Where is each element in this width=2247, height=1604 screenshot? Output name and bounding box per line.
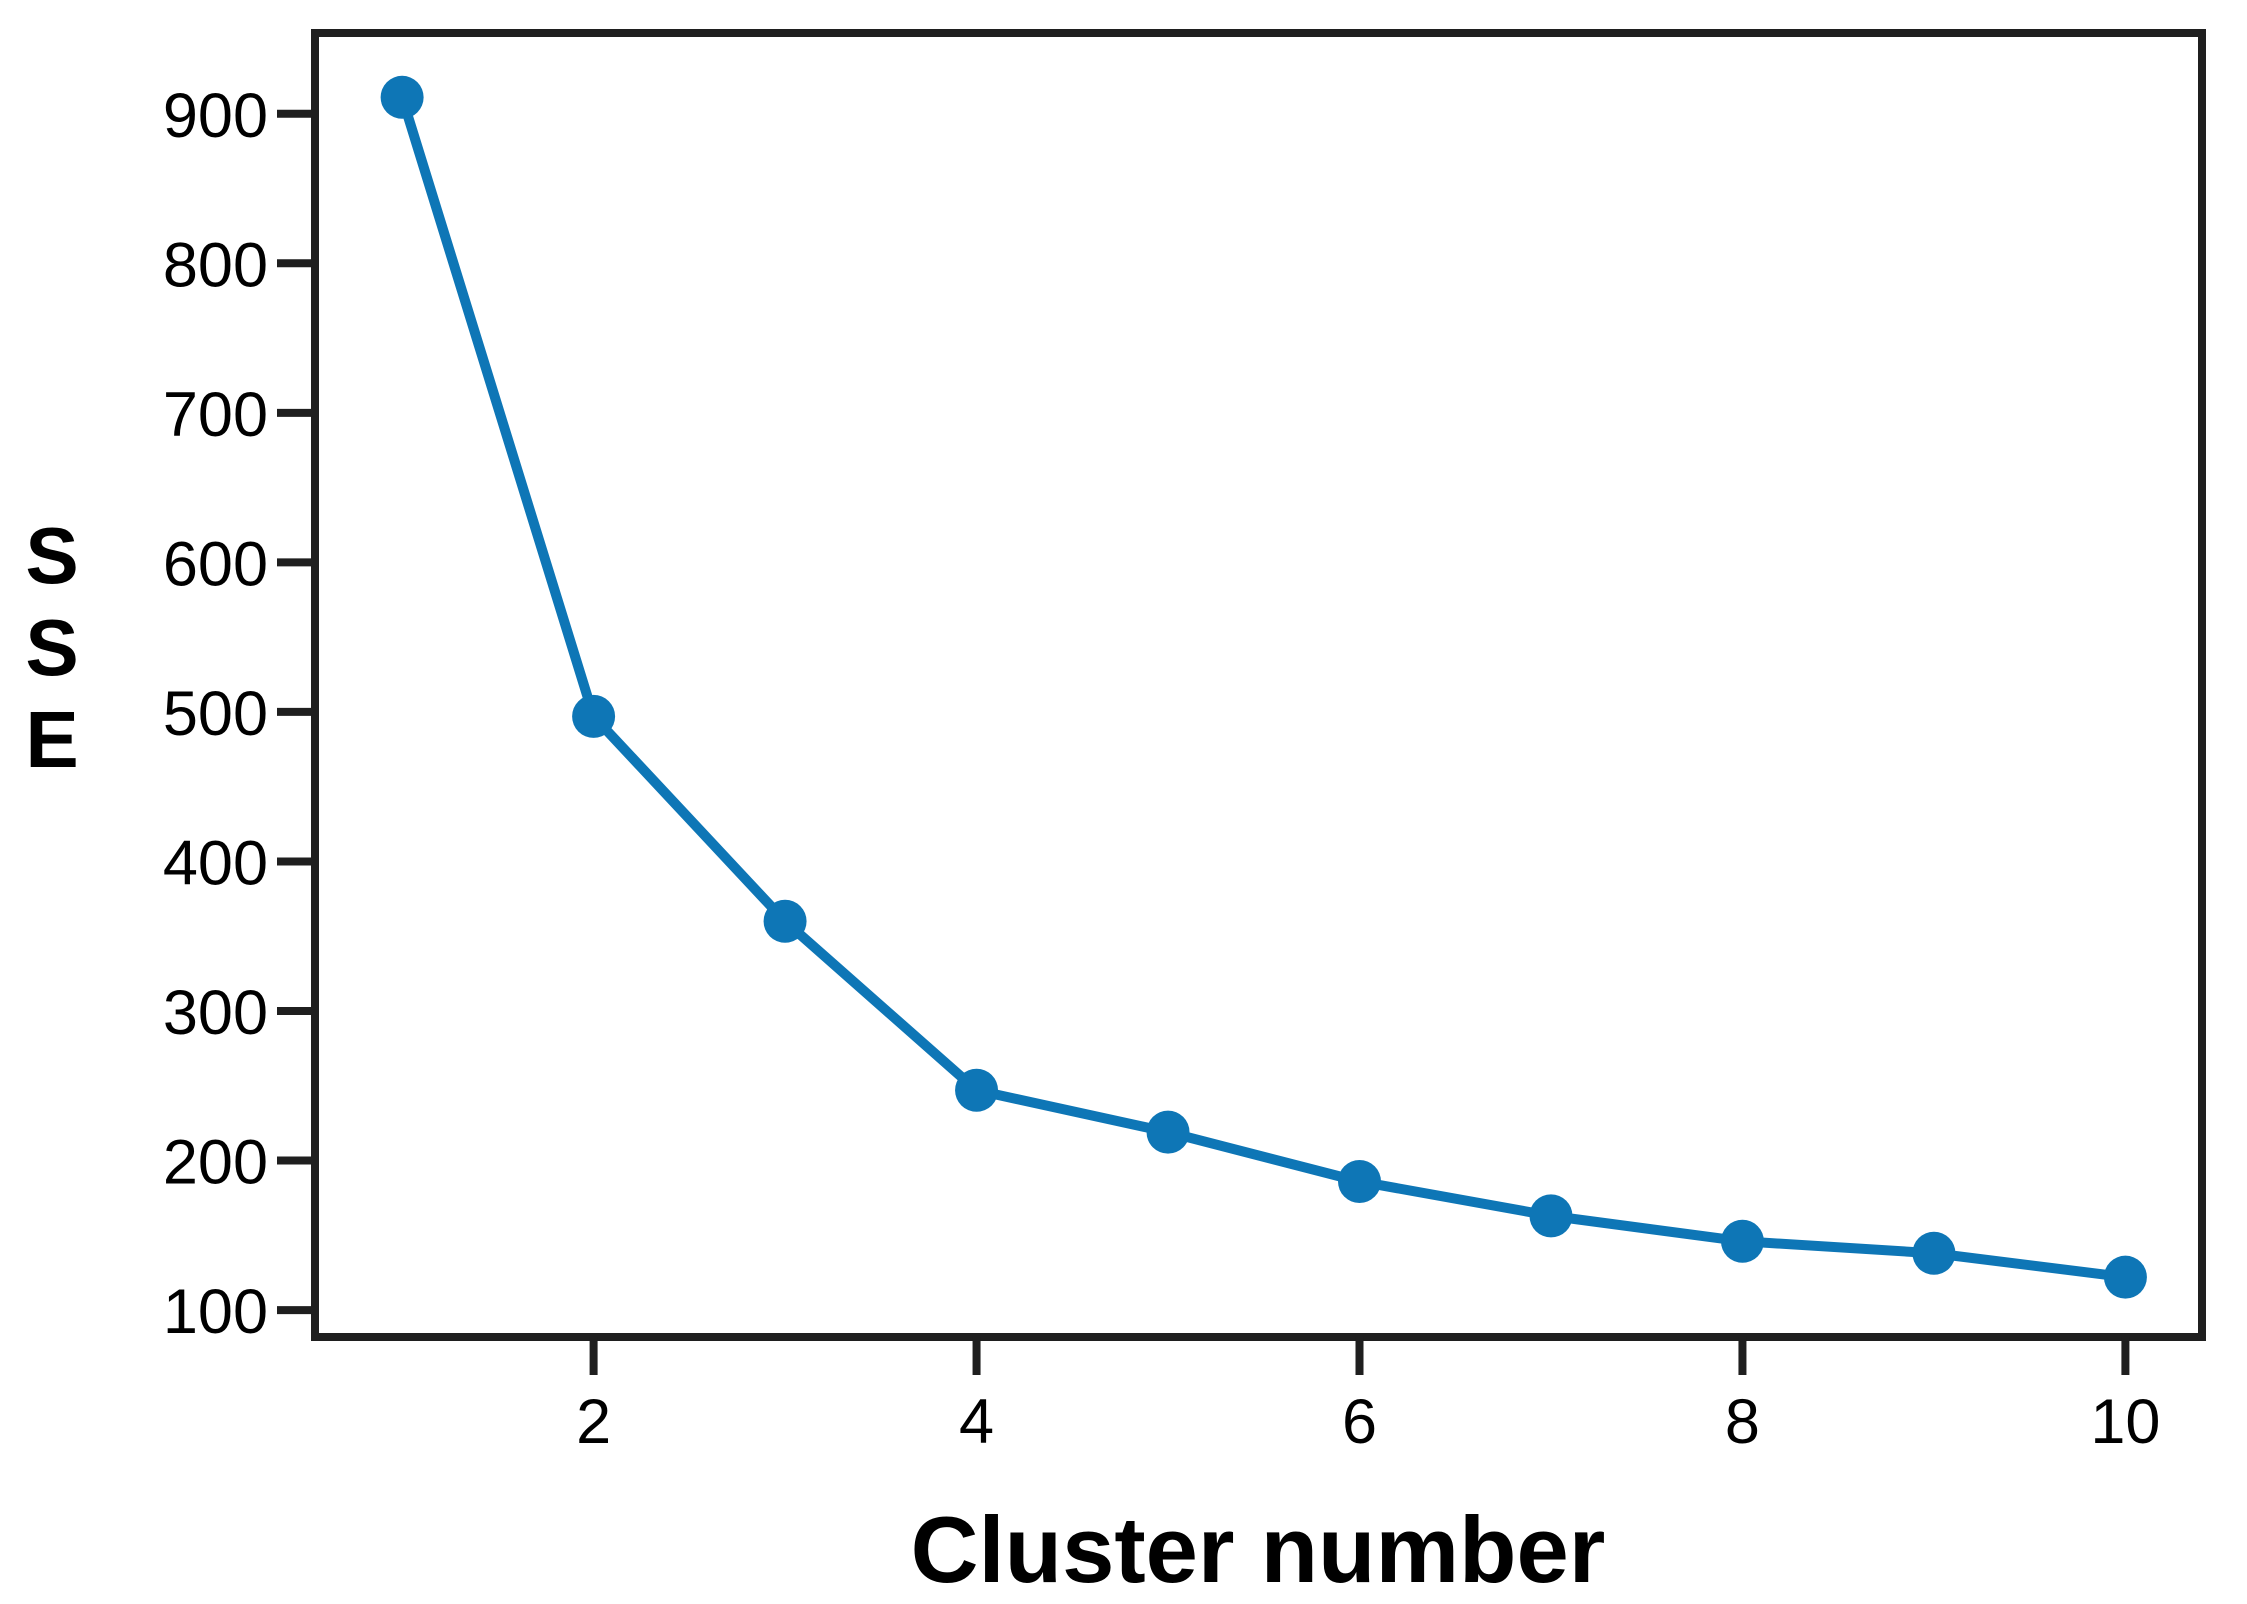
y-axis-title-letter: S [25,603,79,692]
x-axis-title: Cluster number [910,1497,1606,1602]
y-tick-label: 300 [163,978,268,1048]
data-point [1146,1110,1190,1154]
y-tick-label: 100 [163,1277,268,1347]
y-tick-label: 700 [163,380,268,450]
y-axis-title-letter: E [25,695,79,784]
y-axis-title-letter: S [25,511,79,600]
x-tick-label: 10 [2090,1387,2160,1457]
data-point [380,75,424,119]
x-tick-label: 4 [959,1387,994,1457]
data-point [1529,1194,1573,1238]
data-point [1720,1219,1764,1263]
data-point [572,694,616,738]
y-tick-label: 500 [163,679,268,749]
data-point [763,899,807,943]
x-tick-label: 8 [1725,1387,1760,1457]
sse-line [397,92,2131,1283]
y-tick-label: 400 [163,828,268,898]
x-tick-label: 6 [1342,1387,1377,1457]
x-tick-label: 2 [576,1387,611,1457]
y-tick-label: 800 [163,230,268,300]
data-point [1338,1159,1382,1203]
plot-border [311,29,2206,1341]
y-tick-label: 900 [163,81,268,151]
data-point [955,1068,999,1112]
data-point [1912,1231,1956,1275]
data-point [2103,1255,2147,1299]
y-tick-label: 200 [163,1128,268,1198]
y-tick-label: 600 [163,529,268,599]
